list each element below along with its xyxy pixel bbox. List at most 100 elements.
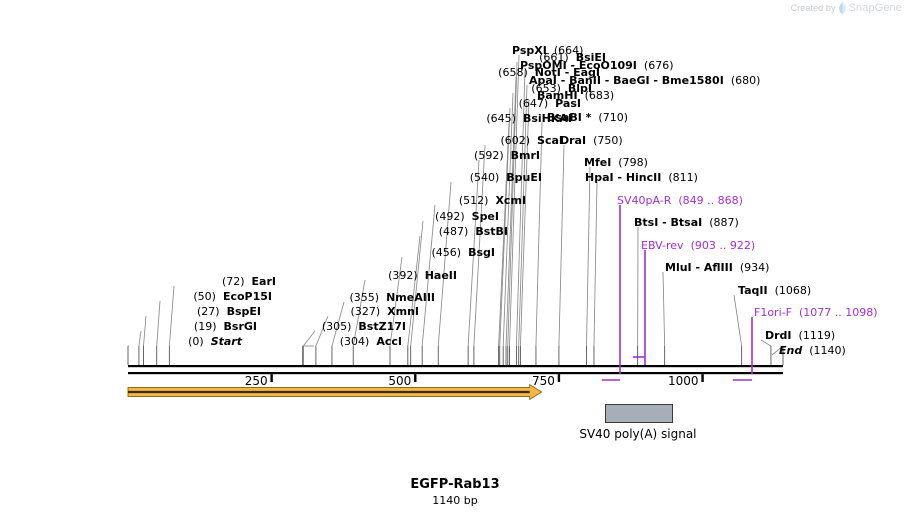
site-label-pspxi[interactable]: PspXI (664) — [512, 45, 583, 56]
site-leader — [127, 345, 129, 365]
site-leader — [535, 121, 543, 365]
site-leader — [558, 144, 565, 365]
primer-marker — [732, 317, 753, 381]
primer-label-ebv-rev[interactable]: EBV-rev (903 .. 922) — [641, 240, 755, 251]
site-leader — [407, 235, 421, 365]
site-label-bspei[interactable]: (27) BspEI — [0, 306, 261, 317]
site-name: MfeI — [584, 156, 612, 169]
site-label-bsihkai[interactable]: (645) BsiHKAI — [0, 113, 572, 124]
site-name: HpaI - HincII — [585, 171, 662, 184]
site-leader — [519, 99, 530, 365]
site-label-mfei[interactable]: MfeI (798) — [584, 157, 648, 168]
snapgene-logo-icon — [838, 2, 846, 14]
primer-label-sv40pa-r[interactable]: SV40pA-R (849 .. 868) — [617, 195, 743, 206]
site-leader — [498, 122, 510, 365]
site-label-end[interactable]: End (1140) — [779, 345, 846, 356]
site-position: (664) — [553, 44, 584, 57]
site-position: (645) — [486, 112, 516, 125]
site-label-bsabi-[interactable]: BsaBI * (710) — [547, 112, 628, 123]
site-leader — [586, 166, 591, 365]
site-name: BsgI — [468, 246, 495, 259]
site-leader — [507, 61, 518, 365]
site-leader — [143, 315, 147, 365]
site-leader — [662, 271, 666, 365]
site-leader — [315, 315, 329, 365]
site-position: (492) — [435, 210, 465, 223]
site-label-bpuei[interactable]: (540) BpuEI — [0, 172, 542, 183]
site-name: EarI — [251, 275, 276, 288]
site-name: NotI - EagI — [534, 66, 600, 79]
primer-label-f1ori-f[interactable]: F1ori-F (1077 .. 1098) — [754, 307, 878, 318]
primer-marker — [632, 250, 646, 365]
site-label-bstbi[interactable]: (487) BstBI — [0, 226, 508, 237]
site-label-pasi[interactable]: (647) PasI — [0, 98, 581, 109]
site-leader — [331, 301, 345, 365]
site-label-acci[interactable]: (304) AccI — [0, 336, 402, 347]
site-leader — [302, 345, 314, 365]
primer-name: SV40pA-R — [617, 194, 672, 207]
site-leader — [389, 256, 403, 365]
backbone-rail-bottom — [128, 372, 783, 375]
site-position: (647) — [518, 97, 549, 110]
site-name: End — [779, 344, 803, 357]
site-position: (392) — [388, 269, 418, 282]
site-label-bmri[interactable]: (592) BmrI — [0, 150, 540, 161]
site-leader — [499, 107, 511, 365]
site-label-nmeaiii[interactable]: (355) NmeAIII — [0, 292, 435, 303]
site-label-taqii[interactable]: TaqII (1068) — [738, 285, 811, 296]
site-name: TaqII — [738, 284, 768, 297]
site-label-drdi[interactable]: DrdI (1119) — [765, 330, 835, 341]
site-name: DraI — [560, 134, 587, 147]
site-position: (680) — [730, 74, 761, 87]
site-label-bsgi[interactable]: (456) BsgI — [0, 246, 496, 259]
primer-name: F1ori-F — [754, 306, 792, 319]
site-label-drai[interactable]: DraI (750) — [560, 135, 623, 146]
site-leader — [505, 76, 517, 365]
watermark-brand: SnapGene — [848, 2, 902, 14]
site-label-xcmi[interactable]: (512) XcmI — [0, 195, 526, 206]
site-label-bsrgi[interactable]: (19) BsrGI — [0, 321, 257, 332]
site-name: MluI - AflIII — [665, 261, 733, 274]
site-leader — [138, 330, 142, 365]
site-label-xmni[interactable]: (327) XmnI — [0, 306, 419, 317]
site-label-eari[interactable]: (72) EarI — [0, 276, 276, 287]
site-label-ecop15i[interactable]: (50) EcoP15I — [0, 291, 272, 302]
site-position: (327) — [350, 305, 381, 318]
snapgene-watermark: Created by SnapGene — [791, 2, 902, 14]
site-label-start[interactable]: (0) Start — [0, 336, 242, 347]
site-position: (1140) — [809, 344, 846, 357]
site-leader — [168, 285, 175, 365]
ruler-label-250: 250 — [244, 374, 268, 388]
site-position: (710) — [598, 111, 629, 124]
site-position: (811) — [668, 171, 698, 184]
site-position: (72) — [221, 275, 245, 288]
site-position: (304) — [339, 335, 370, 348]
site-position: (750) — [593, 134, 623, 147]
site-label-bstz17i[interactable]: (305) BstZ17I — [0, 321, 406, 332]
site-position: (19) — [193, 320, 217, 333]
site-label-scai[interactable]: (602) ScaI — [0, 135, 563, 146]
site-label-blpi[interactable]: (653) BlpI — [0, 83, 592, 94]
site-name: PasI — [555, 97, 581, 110]
site-leader — [515, 69, 526, 365]
site-label-bsiei[interactable]: (661) BsiEI — [0, 52, 606, 63]
site-label-noti-eagi[interactable]: (658) NotI - EagI — [0, 67, 600, 78]
site-label-btsi-btsai[interactable]: BtsI - BtsaI (887) — [634, 217, 739, 228]
site-label-haeii[interactable]: (392) HaeII — [0, 270, 457, 281]
site-label-pspomi-ecoo109i[interactable]: PspOMI - EcoO109I (676) — [520, 60, 674, 71]
site-position: (512) — [458, 194, 489, 207]
site-position: (456) — [431, 246, 462, 259]
site-label-apai-banii-baegi-bme1580i[interactable]: ApaI - BanII - BaeGI - Bme1580I (680) — [529, 75, 760, 86]
site-name: BsrGI — [223, 320, 257, 333]
feature-box-sv40-polya-signal[interactable] — [604, 404, 673, 423]
site-position: (1068) — [774, 284, 812, 297]
site-label-spei[interactable]: (492) SpeI — [0, 211, 499, 222]
site-leader — [156, 300, 161, 365]
orf-arrow — [127, 383, 543, 401]
site-position: (887) — [709, 216, 739, 229]
site-label-mlui-afliii[interactable]: MluI - AflIII (934) — [665, 262, 769, 273]
site-label-hpai-hincii[interactable]: HpaI - HincII (811) — [585, 172, 698, 183]
site-label-bamhi[interactable]: BamHI (683) — [537, 90, 614, 101]
site-name: BtsI - BtsaI — [634, 216, 703, 229]
